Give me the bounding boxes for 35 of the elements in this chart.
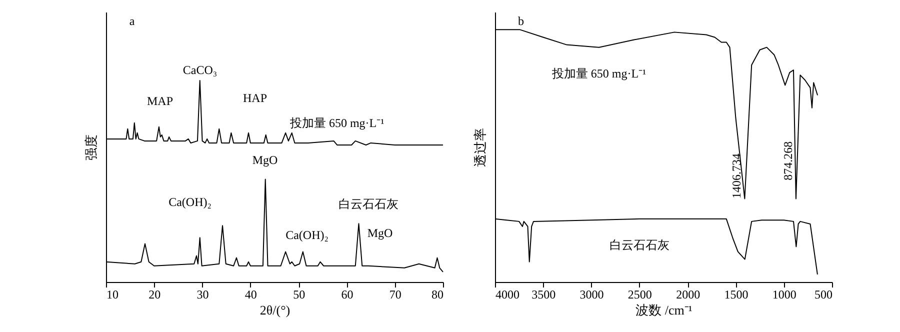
x-tick-label: 4000 [496,288,520,302]
annotation: MAP [146,94,174,108]
annotation: MgO [367,226,393,240]
x-axis-title: 2θ/(°) [260,302,290,318]
text: CaCO₃ [182,63,218,77]
x-tick-label: 3000 [580,288,604,302]
y-axis-title: 透过率 [472,128,488,167]
annotation: Ca(OH)₂ [168,195,212,209]
annotation: HAP [242,91,268,105]
y-axis-title: 强度 [84,134,98,160]
text: a [129,14,136,28]
x-tick-label: 50 [293,288,306,302]
x-tick-label: 30 [196,288,209,302]
x-axis-title: 波数 /cm⁻¹ [636,302,692,318]
text: 投加量 650 mg·L⁻¹ [550,66,647,80]
series-label: 投加量 650 mg·L⁻¹ [288,116,385,130]
x-tick-label: 1500 [724,288,748,302]
text: b [518,14,524,28]
x-tick-label: 10 [106,288,118,302]
series-label: 白云石石灰 [338,196,398,211]
annotation: MgO [252,153,278,167]
x-tick-label: 80 [432,288,444,302]
x-tick-label: 3500 [532,288,556,302]
series-label: 白云石石灰 [609,238,670,252]
annotation: Ca(OH)₂ [286,228,328,242]
annotation: 874.268 [780,141,795,180]
annotation: 1406.734 [730,154,744,199]
x-tick-label: 1000 [772,288,796,302]
x-tick-label: 40 [244,288,257,302]
x-tick-label: 60 [341,288,354,302]
x-tick-label: 70 [389,288,402,302]
x-tick-label: 500 [814,288,832,302]
x-tick-label: 2000 [676,288,700,302]
x-tick-label: 2500 [628,288,652,302]
x-tick-label: 20 [148,288,161,302]
